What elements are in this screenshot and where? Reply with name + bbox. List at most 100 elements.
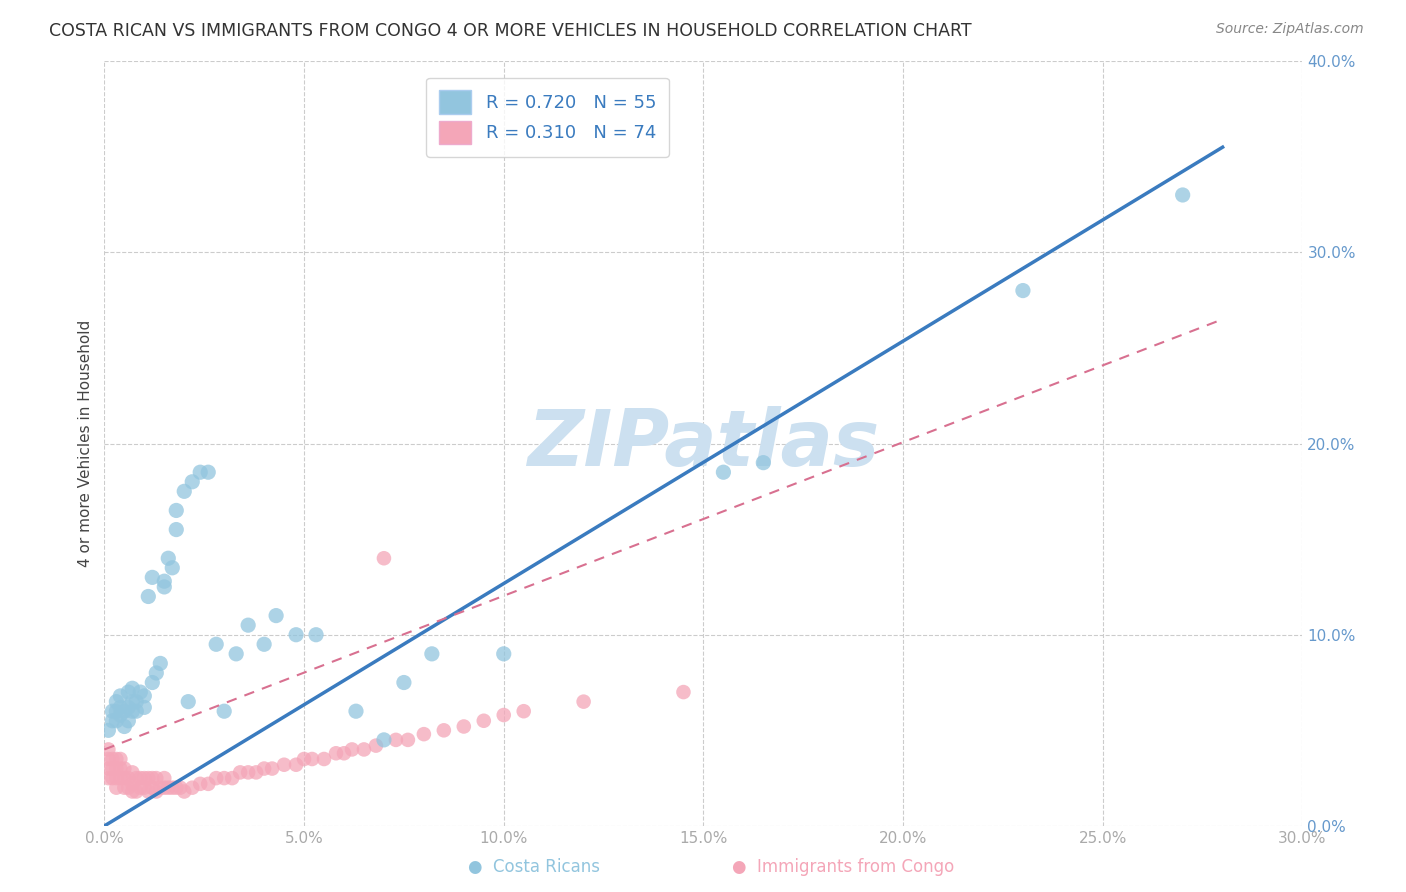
Point (433, 723, 456, 738)
Point (105, 762, 128, 776)
Point (205, 771, 228, 785)
Point (262, 762, 284, 776)
Point (285, 757, 308, 772)
Point (340, 742, 363, 756)
Point (117, 714, 139, 728)
Point (125, 704, 148, 718)
Point (141, 771, 163, 785)
Point (364, 739, 387, 753)
Point (125, 784, 148, 798)
Point (173, 484, 195, 499)
Point (245, 765, 267, 780)
Y-axis label: 4 or more Vehicles in Household: 4 or more Vehicles in Household (79, 320, 93, 567)
Point (121, 777, 143, 791)
Text: ZIPatlas: ZIPatlas (527, 406, 880, 482)
Point (205, 637, 228, 651)
Point (110, 700, 132, 714)
Point (373, 551, 395, 566)
Point (333, 746, 356, 760)
Point (396, 732, 419, 747)
Point (101, 704, 124, 718)
Point (110, 762, 132, 776)
Point (752, 456, 775, 470)
Point (177, 695, 200, 709)
Point (292, 752, 315, 766)
Point (149, 657, 172, 671)
Point (117, 700, 139, 714)
Text: COSTA RICAN VS IMMIGRANTS FROM CONGO 4 OR MORE VEHICLES IN HOUSEHOLD CORRELATION: COSTA RICAN VS IMMIGRANTS FROM CONGO 4 O… (49, 22, 972, 40)
Point (129, 771, 152, 785)
Point (197, 465, 219, 479)
Point (117, 771, 139, 785)
Point (125, 771, 148, 785)
Point (110, 689, 132, 703)
Point (97, 723, 120, 738)
Point (221, 771, 243, 785)
Point (672, 685, 695, 699)
Point (713, 465, 735, 479)
Point (112, 780, 135, 795)
Point (572, 695, 595, 709)
Point (112, 704, 135, 718)
Point (453, 719, 475, 733)
Point (472, 714, 495, 728)
Point (121, 765, 143, 780)
Point (173, 784, 195, 798)
Point (312, 752, 335, 766)
Point (141, 675, 163, 690)
Point (181, 475, 204, 489)
Point (188, 777, 211, 791)
Point (97, 771, 120, 785)
Point (153, 771, 176, 785)
Point (145, 784, 167, 798)
Point (101, 762, 124, 776)
Point (112, 762, 135, 776)
Point (212, 771, 235, 785)
Point (157, 780, 180, 795)
Point (373, 732, 395, 747)
Point (253, 762, 276, 776)
Point (141, 780, 163, 795)
Point (97, 762, 120, 776)
Point (512, 704, 534, 718)
Point (492, 647, 515, 661)
Point (188, 465, 211, 479)
Point (125, 695, 148, 709)
Point (385, 732, 408, 747)
Point (212, 704, 235, 718)
Point (236, 765, 259, 780)
Point (392, 675, 415, 690)
Point (264, 608, 287, 623)
Point (165, 523, 187, 537)
Point (157, 551, 180, 566)
Point (134, 771, 156, 785)
Legend: R = 0.720   N = 55, R = 0.310   N = 74: R = 0.720 N = 55, R = 0.310 N = 74 (426, 78, 669, 157)
Point (165, 780, 187, 795)
Point (141, 570, 163, 584)
Point (105, 771, 128, 785)
Point (110, 771, 132, 785)
Point (134, 780, 156, 795)
Point (97, 742, 120, 756)
Point (225, 647, 247, 661)
Point (153, 780, 176, 795)
Point (121, 681, 143, 696)
Point (1012, 284, 1035, 298)
Point (117, 685, 139, 699)
Point (492, 708, 515, 723)
Point (273, 757, 295, 772)
Point (162, 780, 184, 795)
Point (285, 628, 308, 642)
Point (1171, 188, 1194, 202)
Point (117, 780, 139, 795)
Point (162, 561, 184, 575)
Point (253, 637, 276, 651)
Point (110, 708, 132, 723)
Point (105, 695, 128, 709)
Point (325, 746, 347, 760)
Point (165, 503, 187, 517)
Point (181, 780, 204, 795)
Point (169, 780, 191, 795)
Point (136, 771, 159, 785)
Text: ●  Immigrants from Congo: ● Immigrants from Congo (733, 858, 955, 876)
